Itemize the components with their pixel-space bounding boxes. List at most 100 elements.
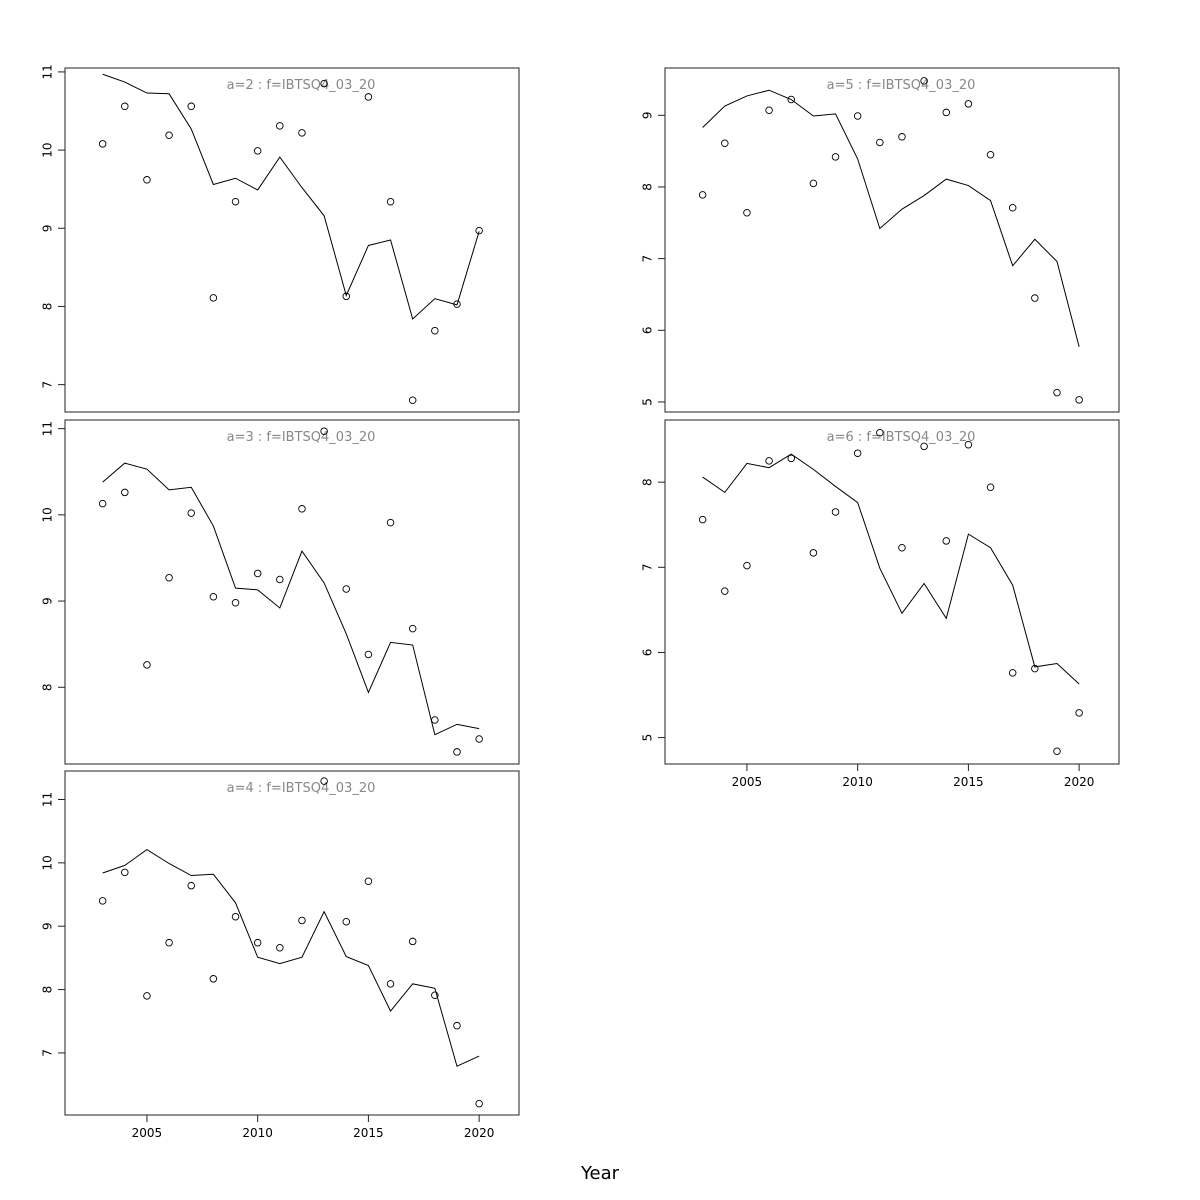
observed-point bbox=[298, 129, 306, 137]
observed-point bbox=[121, 102, 129, 111]
observed-point bbox=[320, 427, 328, 435]
x-tick-label: 2020 bbox=[1064, 775, 1095, 789]
observed-point bbox=[809, 179, 818, 188]
y-tick-label: 11 bbox=[41, 792, 55, 807]
observed-point bbox=[853, 112, 862, 120]
observed-point bbox=[942, 108, 951, 117]
x-tick-label: 2010 bbox=[242, 1126, 273, 1140]
y-tick-label: 10 bbox=[41, 855, 55, 870]
observed-point bbox=[475, 735, 483, 743]
observed-point bbox=[964, 100, 973, 108]
observed-point bbox=[165, 574, 173, 582]
x-tick-label: 2015 bbox=[953, 775, 984, 789]
observed-point bbox=[364, 877, 373, 885]
y-tick-label: 9 bbox=[41, 224, 55, 232]
observed-point bbox=[743, 561, 751, 570]
observed-point bbox=[765, 106, 773, 115]
observed-point bbox=[853, 449, 862, 457]
observed-point bbox=[698, 191, 707, 199]
observed-point bbox=[276, 575, 284, 584]
observed-point bbox=[143, 176, 151, 184]
panel-frame bbox=[64, 419, 520, 765]
observed-point bbox=[898, 543, 906, 552]
y-tick-label: 5 bbox=[641, 734, 655, 742]
panel-frame bbox=[64, 770, 520, 1116]
y-tick-label: 9 bbox=[641, 111, 655, 119]
y-tick-label: 11 bbox=[41, 64, 55, 79]
y-tick-label: 7 bbox=[41, 381, 55, 389]
observed-point bbox=[320, 777, 328, 785]
y-tick-label: 7 bbox=[41, 1049, 55, 1057]
observed-point bbox=[1053, 747, 1061, 755]
observed-point bbox=[231, 599, 240, 607]
observed-point bbox=[876, 138, 884, 147]
observed-point bbox=[475, 1099, 483, 1108]
y-tick-label: 5 bbox=[641, 398, 655, 406]
y-tick-label: 7 bbox=[641, 255, 655, 263]
observed-point bbox=[431, 716, 439, 724]
observed-point bbox=[408, 396, 417, 405]
x-tick-label: 2015 bbox=[353, 1126, 384, 1140]
x-tick-label: 2020 bbox=[464, 1126, 495, 1140]
observed-point bbox=[98, 140, 107, 148]
panel-frame bbox=[664, 67, 1120, 413]
y-tick-label: 11 bbox=[41, 421, 55, 436]
observed-point bbox=[408, 624, 417, 633]
observed-point bbox=[920, 442, 928, 451]
y-tick-label: 7 bbox=[641, 563, 655, 571]
observed-point bbox=[1008, 203, 1017, 212]
x-tick-label: 2010 bbox=[842, 775, 873, 789]
observed-point bbox=[187, 102, 195, 111]
observed-point bbox=[698, 515, 707, 524]
observed-point bbox=[431, 326, 439, 335]
observed-point bbox=[231, 197, 240, 206]
observed-point bbox=[143, 661, 151, 669]
y-tick-label: 8 bbox=[641, 183, 655, 191]
observed-point bbox=[787, 95, 795, 104]
observed-point bbox=[408, 937, 417, 946]
observed-point bbox=[386, 197, 395, 206]
y-tick-label: 6 bbox=[641, 326, 655, 334]
observed-point bbox=[453, 748, 461, 756]
observed-point bbox=[231, 912, 240, 921]
panel-title: a=4 : f=IBTSQ4_03_20 bbox=[227, 781, 376, 796]
observed-point bbox=[831, 153, 840, 161]
observed-point bbox=[143, 992, 151, 1000]
observed-point bbox=[364, 650, 373, 659]
panel-title: a=6 : f=IBTSQ4_03_20 bbox=[827, 430, 976, 445]
observed-point bbox=[187, 509, 195, 517]
panel-3: 7 8 9 10 11 2005 2010 2015 2020 a=4 : f=IBTSQ4_03… bbox=[41, 770, 520, 1140]
fitted-line bbox=[702, 89, 1080, 347]
y-tick-label: 10 bbox=[41, 507, 55, 522]
observed-point bbox=[453, 1021, 461, 1030]
panel-title: a=3 : f=IBTSQ4_03_20 bbox=[227, 430, 376, 445]
panel-title: a=2 : f=IBTSQ4_03_20 bbox=[227, 78, 376, 93]
observed-point bbox=[276, 122, 284, 130]
observed-point bbox=[721, 587, 729, 595]
observed-point bbox=[942, 537, 951, 545]
panel-title: a=5 : f=IBTSQ4_03_20 bbox=[827, 78, 976, 93]
observed-point bbox=[121, 868, 129, 877]
y-tick-label: 9 bbox=[41, 597, 55, 605]
observed-point bbox=[920, 77, 928, 85]
fitted-line bbox=[102, 73, 480, 320]
observed-point bbox=[386, 518, 395, 527]
observed-point bbox=[342, 585, 351, 593]
observed-point bbox=[98, 897, 107, 905]
panel-5: 5 6 7 8 2005 2010 2015 2020 a=6 : f=IBTSQ4_03_20 bbox=[641, 419, 1120, 789]
observed-point bbox=[743, 209, 751, 217]
observed-point bbox=[342, 292, 351, 301]
panel-1: 7 8 9 10 11 a=2 : f=IBTSQ4_03_20 bbox=[41, 64, 520, 413]
observed-point bbox=[165, 938, 173, 947]
observed-point bbox=[253, 569, 262, 578]
y-tick-label: 9 bbox=[41, 922, 55, 930]
observed-point bbox=[1075, 396, 1083, 404]
observed-point bbox=[721, 139, 729, 147]
x-axis-title: Year bbox=[580, 1163, 620, 1184]
observed-point bbox=[475, 226, 483, 235]
observed-point bbox=[209, 592, 218, 601]
observed-point bbox=[787, 454, 795, 463]
observed-point bbox=[187, 881, 195, 890]
observed-point bbox=[98, 499, 107, 508]
